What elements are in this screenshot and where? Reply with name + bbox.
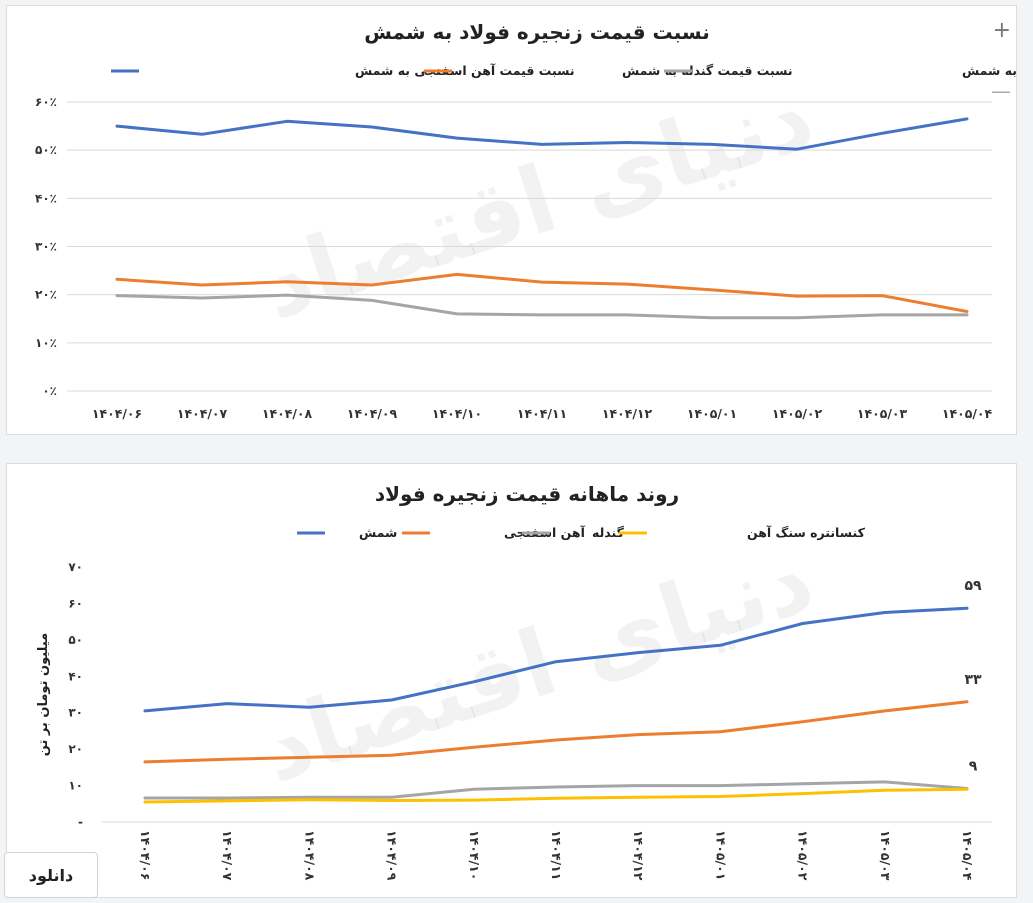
y-tick-label: ۲۰٪ [35,288,57,302]
x-tick-label: ۱۴۰۵/۰۴ [960,830,975,881]
download-button[interactable]: دانلود [4,852,98,898]
y-tick-label: ۰٪ [42,384,57,398]
price-trend-chart-panel: دنیای اقتصاد روند ماهانه قیمت زنجیره فولا… [6,463,1017,898]
legend-label: نسبت قیمت گندله به شمش [622,63,793,78]
data-label: ۳۳ [964,672,982,688]
x-tick-label: ۱۴۰۴/۱۲ [631,830,646,881]
legend-label: گندله [592,525,625,540]
x-tick-label: ۱۴۰۵/۰۲ [772,406,823,421]
x-tick-label: ۱۴۰۵/۰۲ [796,830,811,881]
x-tick-label: ۱۴۰۵/۰۴ [942,406,993,421]
chart-title: روند ماهانه قیمت زنجیره فولاد [375,482,679,506]
y-tick-label: ۷۰ [68,560,83,574]
y-tick-label: ۶۰ [68,596,83,610]
series-line [115,293,969,320]
legend-label: نسبت قیمت آهن اسفنجی به شمش [355,63,575,78]
y-tick-label: - [78,815,83,829]
chart-title: نسبت قیمت زنجیره فولاد به شمش [364,20,709,44]
x-tick-label: ۱۴۰۴/۱۱ [517,406,567,421]
x-tick-label: ۱۴۰۴/۱۰ [432,406,482,421]
y-tick-label: ۲۰ [68,742,83,756]
y-tick-label: ۳۰٪ [35,240,57,254]
series-line [143,700,969,764]
price-trend-chart: دنیای اقتصاد روند ماهانه قیمت زنجیره فولا… [36,482,992,881]
data-label: ۵۹ [964,578,982,594]
x-tick-label: ۱۴۰۴/۱۱ [549,830,564,880]
x-tick-label: ۱۴۰۵/۰۱ [713,830,728,880]
y-tick-label: ۱۰٪ [35,336,57,350]
y-tick-label: ۵۰٪ [35,143,57,157]
y-tick-label: ۱۰ [68,779,83,793]
data-label: ۹ [969,758,978,774]
y-tick-label: ۶۰٪ [35,95,57,109]
x-tick-label: ۱۴۰۴/۰۹ [347,406,398,421]
x-tick-label: ۱۴۰۴/۰۷ [220,830,235,881]
zoom-in-button[interactable]: + [992,18,1011,43]
x-tick-label: ۱۴۰۵/۰۱ [687,406,737,421]
x-tick-label: ۱۴۰۵/۰۳ [857,406,908,421]
x-tick-label: ۱۴۰۴/۱۰ [467,830,482,880]
series-line [143,780,969,800]
legend-label: کنسانتره سنگ آهن [747,525,866,540]
y-axis-label: میلیون تومان بر تن [36,633,51,756]
x-tick-label: ۱۴۰۴/۰۸ [262,406,313,421]
y-tick-label: ۳۰ [68,706,83,720]
x-tick-label: ۱۴۰۴/۰۸ [302,830,317,881]
zoom-out-button[interactable]: — [991,79,1011,103]
y-tick-label: ۴۰٪ [35,191,57,205]
x-tick-label: ۱۴۰۴/۰۷ [177,406,228,421]
series-line [143,606,969,713]
legend-label: نسبت قیمت کنسانتره سنگ آهن به شمش [962,63,1016,78]
watermark-text: دنیای اقتصاد [249,525,826,804]
ratio-chart-panel: دنیای اقتصاد نسبت قیمت زنجیره فولاد به شم… [6,5,1033,435]
y-tick-label: ۴۰ [68,669,83,683]
series-line [115,117,969,151]
x-tick-label: ۱۴۰۴/۰۹ [385,830,400,881]
legend-label: شمش [359,525,397,540]
series-line [115,272,969,313]
y-tick-label: ۵۰ [68,633,83,647]
x-tick-label: ۱۴۰۵/۰۳ [878,830,893,881]
x-tick-label: ۱۴۰۴/۰۶ [92,406,142,421]
series-line [143,787,969,804]
x-tick-label: ۱۴۰۴/۱۲ [602,406,653,421]
x-tick-label: ۱۴۰۴/۰۶ [138,830,153,880]
